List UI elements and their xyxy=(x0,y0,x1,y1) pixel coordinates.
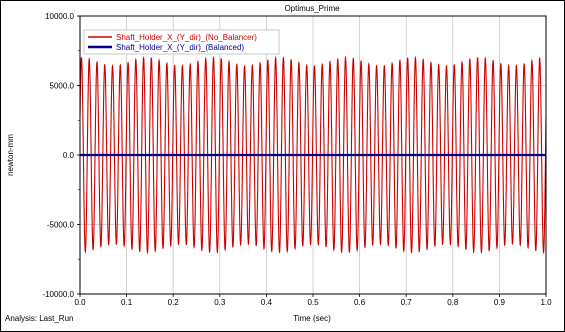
legend-label-balanced: Shaft_Holder_X_(Y_dir)_(Balanced) xyxy=(116,43,244,52)
chart-title: Optimus_Prime xyxy=(284,4,340,13)
y-tick-label: 0.0 xyxy=(63,151,75,160)
y-tick-label: 10000.0 xyxy=(45,12,74,21)
x-tick-label: 0.8 xyxy=(447,298,459,307)
analysis-label: Analysis: Last_Run xyxy=(5,314,73,323)
x-axis-label: Time (sec) xyxy=(293,314,331,323)
y-tick-label: -10000.0 xyxy=(42,290,74,299)
x-tick-label: 0.6 xyxy=(354,298,366,307)
x-tick-label: 0.7 xyxy=(401,298,413,307)
x-tick-label: 0.0 xyxy=(74,298,86,307)
legend: Shaft_Holder_X_(Y_dir)_(No_Balancer) Sha… xyxy=(83,29,280,55)
y-axis-label: newton-mm xyxy=(6,134,15,176)
legend-label-no-balancer: Shaft_Holder_X_(Y_dir)_(No_Balancer) xyxy=(116,33,257,42)
plot-area xyxy=(79,16,547,294)
y-tick-label: 5000.0 xyxy=(50,82,75,91)
series-line-no-balancer xyxy=(79,55,547,255)
x-tick-label: 0.3 xyxy=(214,298,226,307)
x-tick-label: 0.5 xyxy=(307,298,319,307)
axes: 0.0 0.1 0.2 0.3 0.4 0.5 0.6 0.7 0.8 0.9 1.0 10000.0… xyxy=(42,12,552,307)
x-tick-label: 0.4 xyxy=(261,298,273,307)
plot-border xyxy=(79,15,547,295)
x-tick-label: 0.1 xyxy=(121,298,133,307)
legend-box xyxy=(83,29,280,55)
y-tick-label: -5000.0 xyxy=(47,221,75,230)
x-tick-label: 0.9 xyxy=(494,298,506,307)
x-tick-label: 0.2 xyxy=(168,298,180,307)
x-tick-label: 1.0 xyxy=(540,298,552,307)
